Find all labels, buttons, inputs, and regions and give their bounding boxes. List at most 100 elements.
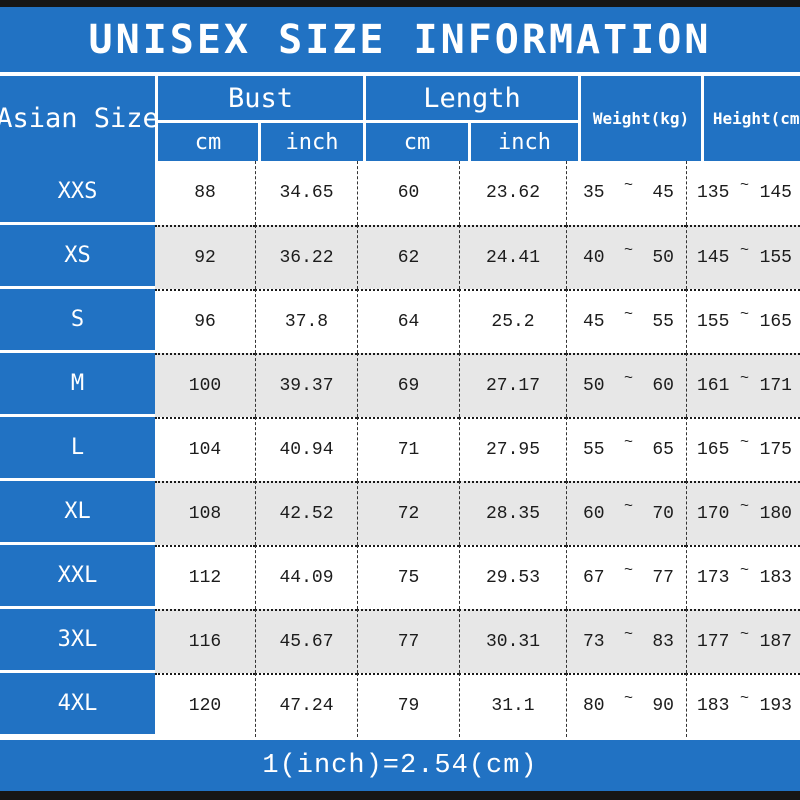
tilde-separator: ~ bbox=[623, 497, 633, 515]
weight-min: 67 bbox=[583, 568, 605, 588]
size-label: 4XL bbox=[0, 673, 155, 737]
table-row-m: M 100 39.37 69 27.17 50 ~ 60 161 ~ 171 bbox=[0, 353, 800, 417]
length-inch-cell: 30.31 bbox=[459, 609, 566, 673]
size-label: XXL bbox=[0, 545, 155, 609]
weight-min: 80 bbox=[583, 696, 605, 716]
height-min: 183 bbox=[697, 696, 730, 716]
tilde-separator: ~ bbox=[739, 689, 749, 707]
tilde-separator: ~ bbox=[623, 625, 633, 643]
table-row-xxl: XXL 112 44.09 75 29.53 67 ~ 77 173 ~ 183 bbox=[0, 545, 800, 609]
height-max: 175 bbox=[759, 440, 792, 460]
weight-min: 35 bbox=[583, 183, 605, 203]
height-range-cell: 135 ~ 145 bbox=[686, 161, 800, 225]
length-cm-cell: 60 bbox=[357, 161, 459, 225]
length-inch-cell: 27.95 bbox=[459, 417, 566, 481]
table-row-4xl: 4XL 120 47.24 79 31.1 80 ~ 90 183 ~ 193 bbox=[0, 673, 800, 737]
weight-range-cell: 40 ~ 50 bbox=[566, 225, 686, 289]
weight-max: 83 bbox=[652, 632, 674, 652]
length-cm-cell: 77 bbox=[357, 609, 459, 673]
tilde-separator: ~ bbox=[623, 241, 633, 259]
height-max: 193 bbox=[759, 696, 792, 716]
header-length-cm: cm bbox=[366, 123, 468, 161]
height-min: 177 bbox=[697, 632, 730, 652]
bust-inch-cell: 36.22 bbox=[255, 225, 357, 289]
length-inch-cell: 27.17 bbox=[459, 353, 566, 417]
height-max: 187 bbox=[759, 632, 792, 652]
bust-cm-cell: 96 bbox=[155, 289, 255, 353]
table-row-xs: XS 92 36.22 62 24.41 40 ~ 50 145 ~ 155 bbox=[0, 225, 800, 289]
size-label: L bbox=[0, 417, 155, 481]
height-max: 155 bbox=[759, 248, 792, 268]
height-max: 165 bbox=[759, 312, 792, 332]
footer-band: 1(inch)=2.54(cm) bbox=[0, 740, 800, 791]
size-label: S bbox=[0, 289, 155, 353]
bust-inch-cell: 39.37 bbox=[255, 353, 357, 417]
weight-max: 60 bbox=[652, 376, 674, 396]
tilde-separator: ~ bbox=[739, 305, 749, 323]
length-cm-cell: 72 bbox=[357, 481, 459, 545]
weight-min: 55 bbox=[583, 440, 605, 460]
table-body: XXS 88 34.65 60 23.62 35 ~ 45 135 ~ 145 … bbox=[0, 161, 800, 737]
length-inch-cell: 24.41 bbox=[459, 225, 566, 289]
length-cm-cell: 71 bbox=[357, 417, 459, 481]
height-range-cell: 155 ~ 165 bbox=[686, 289, 800, 353]
bust-inch-cell: 45.67 bbox=[255, 609, 357, 673]
weight-range-cell: 55 ~ 65 bbox=[566, 417, 686, 481]
bust-cm-cell: 104 bbox=[155, 417, 255, 481]
bottom-black-bar bbox=[0, 791, 800, 800]
bust-cm-cell: 112 bbox=[155, 545, 255, 609]
height-range-cell: 161 ~ 171 bbox=[686, 353, 800, 417]
length-cm-cell: 62 bbox=[357, 225, 459, 289]
height-range-cell: 177 ~ 187 bbox=[686, 609, 800, 673]
weight-range-cell: 45 ~ 55 bbox=[566, 289, 686, 353]
weight-min: 50 bbox=[583, 376, 605, 396]
tilde-separator: ~ bbox=[739, 561, 749, 579]
length-cm-cell: 79 bbox=[357, 673, 459, 737]
weight-max: 45 bbox=[652, 183, 674, 203]
size-label: XL bbox=[0, 481, 155, 545]
size-label: XS bbox=[0, 225, 155, 289]
header-bust-group: Bust bbox=[158, 76, 363, 120]
height-range-cell: 173 ~ 183 bbox=[686, 545, 800, 609]
length-inch-cell: 31.1 bbox=[459, 673, 566, 737]
table-row-3xl: 3XL 116 45.67 77 30.31 73 ~ 83 177 ~ 187 bbox=[0, 609, 800, 673]
length-cm-cell: 64 bbox=[357, 289, 459, 353]
length-cm-cell: 69 bbox=[357, 353, 459, 417]
height-min: 135 bbox=[697, 183, 730, 203]
tilde-separator: ~ bbox=[739, 176, 749, 194]
bust-inch-cell: 44.09 bbox=[255, 545, 357, 609]
weight-range-cell: 80 ~ 90 bbox=[566, 673, 686, 737]
header-length-inch: inch bbox=[471, 123, 578, 161]
header-asian-size: Asian Size bbox=[0, 76, 159, 161]
bust-cm-cell: 116 bbox=[155, 609, 255, 673]
bust-inch-cell: 40.94 bbox=[255, 417, 357, 481]
size-label: M bbox=[0, 353, 155, 417]
height-max: 180 bbox=[759, 504, 792, 524]
tilde-separator: ~ bbox=[623, 689, 633, 707]
bust-cm-cell: 88 bbox=[155, 161, 255, 225]
weight-range-cell: 67 ~ 77 bbox=[566, 545, 686, 609]
title-band: UNISEX SIZE INFORMATION bbox=[0, 7, 800, 72]
table-row-l: L 104 40.94 71 27.95 55 ~ 65 165 ~ 175 bbox=[0, 417, 800, 481]
header-length-group: Length bbox=[366, 76, 578, 120]
height-range-cell: 170 ~ 180 bbox=[686, 481, 800, 545]
height-min: 155 bbox=[697, 312, 730, 332]
weight-max: 70 bbox=[652, 504, 674, 524]
length-inch-cell: 23.62 bbox=[459, 161, 566, 225]
table-row-s: S 96 37.8 64 25.2 45 ~ 55 155 ~ 165 bbox=[0, 289, 800, 353]
top-black-bar bbox=[0, 0, 800, 7]
size-label: 3XL bbox=[0, 609, 155, 673]
bust-cm-cell: 120 bbox=[155, 673, 255, 737]
weight-max: 90 bbox=[652, 696, 674, 716]
weight-min: 45 bbox=[583, 312, 605, 332]
bust-cm-cell: 100 bbox=[155, 353, 255, 417]
height-min: 161 bbox=[697, 376, 730, 396]
tilde-separator: ~ bbox=[739, 241, 749, 259]
height-range-cell: 145 ~ 155 bbox=[686, 225, 800, 289]
height-min: 145 bbox=[697, 248, 730, 268]
header-bust-cm: cm bbox=[158, 123, 258, 161]
weight-min: 60 bbox=[583, 504, 605, 524]
table-header: Asian Size Bust Length Weight(kg) Height… bbox=[0, 76, 800, 161]
height-min: 170 bbox=[697, 504, 730, 524]
